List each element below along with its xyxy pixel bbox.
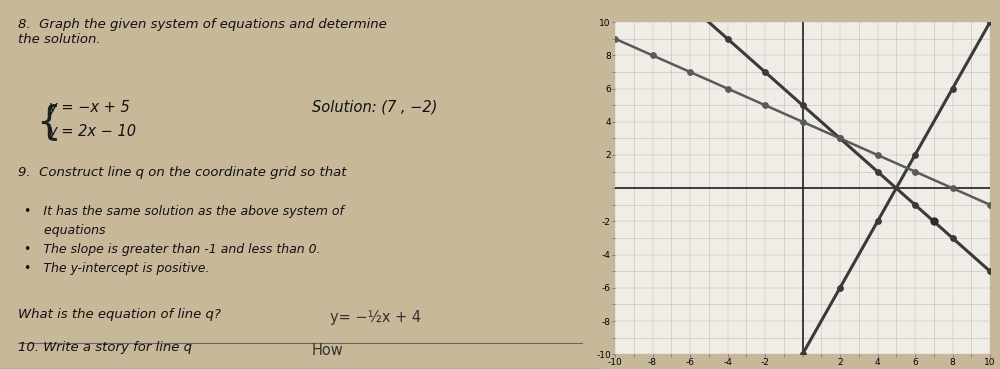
Text: y= −½x + 4: y= −½x + 4 bbox=[330, 310, 421, 325]
Point bbox=[757, 102, 773, 108]
Point bbox=[794, 351, 810, 357]
Text: 8.  Graph the given system of equations and determine
the solution.: 8. Graph the given system of equations a… bbox=[18, 18, 387, 46]
Point bbox=[720, 86, 736, 92]
Point bbox=[982, 202, 998, 208]
Point bbox=[682, 69, 698, 75]
Text: •   It has the same solution as the above system of
     equations
•   The slope: • It has the same solution as the above … bbox=[24, 205, 344, 275]
Point bbox=[832, 135, 848, 141]
Text: What is the equation of line q?: What is the equation of line q? bbox=[18, 308, 221, 321]
Point bbox=[644, 52, 660, 58]
Point bbox=[757, 69, 773, 75]
Point bbox=[607, 36, 623, 42]
Point bbox=[720, 36, 736, 42]
Point bbox=[870, 152, 886, 158]
Text: How: How bbox=[312, 343, 344, 358]
Point bbox=[944, 185, 960, 191]
Text: Solution: (7 , −2): Solution: (7 , −2) bbox=[312, 100, 437, 115]
Point bbox=[870, 169, 886, 175]
Text: 10. Write a story for line q: 10. Write a story for line q bbox=[18, 341, 192, 354]
Point bbox=[982, 268, 998, 274]
Point bbox=[944, 86, 960, 92]
Point bbox=[907, 202, 923, 208]
Point bbox=[832, 285, 848, 291]
Text: {: { bbox=[36, 103, 61, 141]
Text: 9.  Construct line q on the coordinate grid so that: 9. Construct line q on the coordinate gr… bbox=[18, 166, 347, 179]
Point bbox=[944, 235, 960, 241]
Point bbox=[982, 19, 998, 25]
Point bbox=[832, 135, 848, 141]
Point bbox=[907, 169, 923, 175]
Text: y = −x + 5
y = 2x − 10: y = −x + 5 y = 2x − 10 bbox=[48, 100, 136, 139]
Point bbox=[794, 102, 810, 108]
Point bbox=[794, 119, 810, 125]
Point bbox=[870, 218, 886, 224]
Point bbox=[907, 152, 923, 158]
